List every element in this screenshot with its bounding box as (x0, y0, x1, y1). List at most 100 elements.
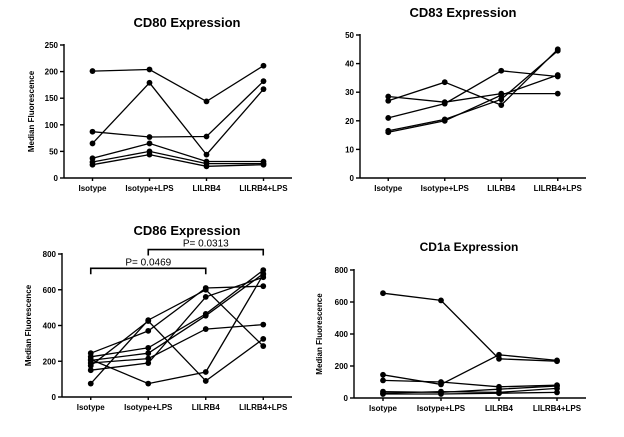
x-tick-label: LILRB4 (192, 403, 221, 412)
y-axis-label: Median Fluorescence (27, 70, 36, 152)
data-point (202, 378, 209, 384)
data-point (145, 350, 152, 357)
data-point (146, 140, 153, 147)
data-point (89, 68, 96, 74)
y-tick-label: 0 (54, 174, 59, 183)
y-tick-label: 50 (49, 147, 58, 156)
data-point (260, 78, 267, 85)
data-point (87, 380, 94, 387)
y-tick-label: 0 (344, 394, 349, 403)
series-2 (89, 79, 267, 158)
y-tick-label: 0 (52, 393, 57, 402)
data-point (496, 351, 502, 358)
series-line (90, 323, 264, 364)
data-point (554, 385, 560, 392)
y-tick-label: 600 (43, 286, 57, 295)
series-3 (89, 78, 267, 140)
x-tick-label: Isotype+LPS (421, 184, 470, 193)
y-tick-label: 100 (45, 121, 59, 130)
y-tick-label: 50 (345, 31, 354, 40)
data-point (89, 161, 96, 168)
y-tick-label: 800 (335, 266, 349, 275)
bracket-line (89, 267, 207, 275)
data-point (203, 133, 210, 140)
series-line (90, 274, 264, 385)
series-line (90, 289, 264, 385)
data-point (438, 297, 444, 304)
series-line (90, 273, 264, 362)
series-line (382, 387, 558, 394)
series-7 (87, 286, 267, 387)
chart-panel-3: CD86 Expression 0 200 400 600 800 Isotype Isoty… (24, 223, 292, 412)
x-tick-label: LILRB4 (193, 184, 222, 193)
data-point (202, 312, 209, 319)
data-point (385, 129, 392, 136)
chart-title: CD1a Expression (420, 240, 519, 254)
x-tick-label: LILRB4+LPS (533, 404, 582, 413)
data-point (87, 362, 94, 369)
chart-title: CD80 Expression (134, 15, 241, 30)
y-tick-label: 400 (43, 322, 57, 331)
data-point (89, 128, 96, 135)
chart-panel-4: CD1a Expression 0 200 400 600 800 Isotype Isoty… (315, 240, 586, 413)
data-point (260, 283, 267, 290)
data-point (441, 79, 448, 86)
data-point (496, 390, 502, 397)
x-tick-label: LILRB4+LPS (534, 184, 583, 193)
x-tick-label: Isotype (369, 404, 398, 413)
significance-bracket-2: P= 0.0313 (147, 239, 265, 256)
data-point (89, 140, 96, 147)
series-line (92, 65, 264, 103)
series-line (90, 276, 264, 371)
chart-panel-2: CD83 Expression 0 10 20 30 40 50 Isotype Isotype… (345, 5, 586, 193)
y-tick-label: 20 (345, 117, 354, 126)
series-5 (385, 72, 561, 136)
series-line (383, 391, 558, 395)
x-tick-label: Isotype+LPS (417, 404, 466, 413)
data-point (380, 391, 386, 397)
series-2 (380, 351, 560, 388)
y-tick-label: 30 (345, 88, 354, 97)
data-point (498, 96, 505, 103)
data-point (380, 290, 386, 297)
series-line (388, 92, 558, 103)
data-point (202, 369, 209, 375)
data-point (554, 72, 561, 78)
series-1 (380, 290, 560, 365)
p-value-label: P= 0.0313 (183, 239, 229, 250)
x-tick-label: LILRB4+LPS (239, 403, 288, 412)
data-point (260, 86, 267, 93)
series-6 (89, 151, 267, 170)
x-tick-label: Isotype (78, 184, 107, 193)
x-tick-label: Isotype (77, 403, 106, 412)
series-line (382, 379, 558, 388)
series-6 (380, 389, 560, 397)
chart-title: CD86 Expression (134, 223, 241, 238)
series-line (388, 74, 559, 133)
data-point (202, 326, 209, 332)
data-point (260, 343, 267, 349)
series-3 (87, 270, 267, 364)
data-point (145, 327, 152, 334)
series-line (92, 153, 264, 167)
data-point (438, 379, 444, 385)
series-line (92, 150, 264, 165)
chart-title: CD83 Expression (410, 5, 517, 20)
data-point (202, 286, 209, 293)
series-6 (87, 274, 267, 374)
data-point (146, 134, 153, 140)
x-tick-label: Isotype+LPS (124, 403, 173, 412)
y-tick-label: 200 (43, 357, 57, 366)
data-point (145, 355, 152, 362)
data-point (438, 391, 444, 397)
data-point (498, 102, 505, 108)
y-tick-label: 10 (345, 145, 354, 154)
series-line (90, 320, 264, 382)
data-point (87, 367, 94, 374)
data-point (87, 356, 94, 363)
series-5 (89, 148, 267, 167)
series-4 (385, 47, 561, 134)
series-line (382, 354, 558, 386)
bracket-line (147, 248, 265, 256)
y-tick-label: 400 (335, 330, 349, 339)
